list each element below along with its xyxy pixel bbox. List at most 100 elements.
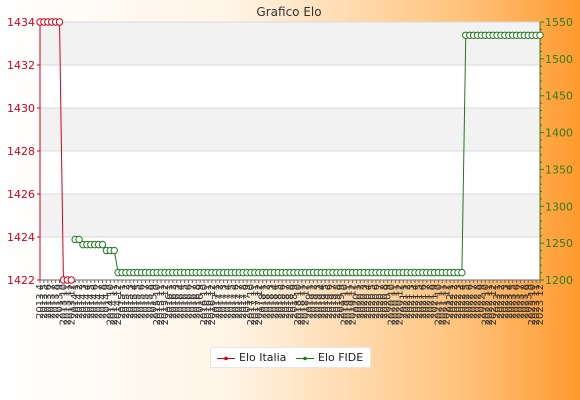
x-tick-label: 2015 7 (140, 284, 151, 319)
x-tick-label: 2017 9 (242, 284, 253, 319)
left-tick-label: 1434 (7, 16, 35, 29)
x-tick-label: 2017 5 (226, 284, 237, 319)
x-tick-label: 2019 3 (312, 284, 323, 319)
x-tick-label: 2018 2 (262, 284, 273, 319)
x-tick-label: 2021 7 (422, 284, 433, 319)
x-tick-label: 2022 10 (480, 284, 491, 325)
x-tick-label: 2016 10 (199, 284, 210, 325)
x-tick-label: 2020 6 (371, 284, 382, 319)
chart-title: Grafico Elo (256, 5, 321, 19)
x-tick-label: 2016 9 (195, 284, 206, 319)
x-tick-label: 2021 11 (437, 284, 448, 325)
x-tick-label: 2021 10 (433, 284, 444, 325)
point-elo-italia (67, 276, 75, 284)
x-tick-label: 2020 9 (383, 284, 394, 319)
x-tick-label: 2021 6 (418, 284, 429, 319)
x-tick-label: 2018 4 (269, 284, 280, 319)
x-tick-label: 2020 11 (390, 284, 401, 325)
x-tick-label: 2020 10 (387, 284, 398, 325)
x-tick-label: 2023 1 (492, 284, 503, 319)
x-tick-label: 2013 5 (39, 284, 50, 319)
x-tick-label: 2017 11 (250, 284, 261, 325)
x-tick-label: 2019 6 (324, 284, 335, 319)
x-tick-label: 2014 1 (70, 284, 81, 319)
x-tick-label: 2015 4 (129, 284, 140, 319)
point-elo-fide (458, 268, 466, 277)
point-elo-fide (75, 235, 83, 244)
x-tick-label: 2020 4 (363, 284, 374, 319)
x-tick-label: 2021 4 (410, 284, 421, 319)
x-tick-label: 2017 2 (215, 284, 226, 319)
legend-marker-elo-italia (224, 356, 228, 361)
x-tick-label: 2016 12 (207, 284, 218, 325)
right-tick-label: 1500 (545, 53, 573, 66)
x-tick-label: 2017 1 (211, 284, 222, 319)
legend-marker-elo-fide (303, 356, 307, 361)
x-tick-label: 2021 5 (414, 284, 425, 319)
x-tick-label: 2022 5 (461, 284, 472, 319)
x-tick-label: 2014 4 (82, 284, 93, 319)
x-tick-label: 2021 12 (441, 284, 452, 325)
x-tick-label: 2015 3 (125, 284, 136, 319)
x-tick-label: 2014 9 (101, 284, 112, 319)
x-tick-label: 2019 8 (332, 284, 343, 319)
x-tick-label: 2019 12 (348, 284, 359, 325)
x-tick-label: 2016 5 (180, 284, 191, 319)
x-tick-label: 2016 8 (191, 284, 202, 319)
x-tick-label: 2023 4 (504, 284, 515, 319)
left-tick-label: 1422 (7, 274, 35, 287)
x-tick-label: 2023 3 (500, 284, 511, 319)
x-tick-label: 2014 6 (90, 284, 101, 319)
right-tick-label: 1200 (545, 274, 573, 287)
x-tick-label: 2017 8 (238, 284, 249, 319)
left-tick-label: 1424 (7, 231, 35, 244)
x-tick-label: 2013 9 (55, 284, 66, 319)
x-tick-label: 2014 11 (109, 284, 120, 325)
x-tick-label: 2015 11 (156, 284, 167, 325)
x-tick-label: 2017 7 (234, 284, 245, 319)
x-tick-label: 2015 6 (137, 284, 148, 319)
x-tick-label: 2017 4 (223, 284, 234, 319)
x-tick-label: 2013 7 (47, 284, 58, 319)
x-tick-label: 2018 3 (265, 284, 276, 319)
x-tick-label: 2013 6 (43, 284, 54, 319)
x-tick-label: 2018 5 (273, 284, 284, 319)
left-tick-label: 1432 (7, 59, 35, 72)
x-tick-label: 2021 9 (430, 284, 441, 319)
x-tick-label: 2019 7 (328, 284, 339, 319)
right-tick-label: 1300 (545, 200, 573, 213)
x-tick-label: 2015 10 (152, 284, 163, 325)
x-tick-label: 2019 1 (305, 284, 316, 319)
x-tick-label: 2023 8 (519, 284, 530, 319)
x-tick-label: 2023 6 (512, 284, 523, 319)
right-tick-label: 1450 (545, 90, 573, 103)
x-tick-label: 2022 11 (484, 284, 495, 325)
point-elo-fide (110, 246, 118, 255)
x-tick-label: 2017 12 (254, 284, 265, 325)
legend-label-elo-italia: Elo Italia (239, 351, 287, 364)
x-tick-label: 2015 1 (117, 284, 128, 319)
x-tick-label: 2014 3 (78, 284, 89, 319)
x-tick-label: 2022 4 (457, 284, 468, 319)
x-tick-label: 2018 12 (301, 284, 312, 325)
x-tick-label: 2021 1 (398, 284, 409, 319)
x-tick-label: 2015 9 (148, 284, 159, 319)
x-tick-label: 2015 5 (133, 284, 144, 319)
x-tick-label: 2013 11 (62, 284, 73, 325)
right-tick-label: 1350 (545, 163, 573, 176)
x-tick-label: 2020 7 (375, 284, 386, 319)
x-tick-label: 2018 8 (285, 284, 296, 319)
x-tick-label: 2018 11 (297, 284, 308, 325)
x-tick-label: 2020 8 (379, 284, 390, 319)
x-tick-label: 2014 2 (74, 284, 85, 319)
x-tick-label: 2022 8 (473, 284, 484, 319)
grid-band (40, 194, 540, 237)
x-tick-label: 2016 11 (203, 284, 214, 325)
x-tick-label: 2014 10 (105, 284, 116, 325)
legend-label-elo-fide: Elo FIDE (318, 351, 364, 364)
x-tick-label: 2023 5 (508, 284, 519, 319)
x-tick-label: 2019 5 (320, 284, 331, 319)
x-tick-label: 2023 11 (531, 284, 542, 325)
grid-band (40, 108, 540, 151)
